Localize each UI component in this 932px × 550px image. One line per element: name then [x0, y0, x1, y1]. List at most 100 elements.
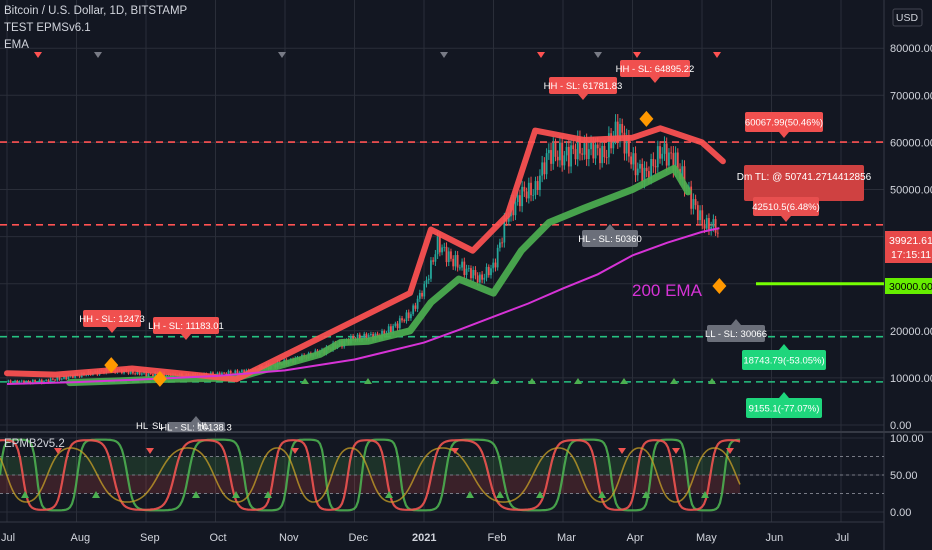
- osc-axis-tick: 50.00: [890, 470, 918, 482]
- candle-body: [601, 145, 604, 164]
- candle-body: [63, 376, 65, 379]
- signal-arrow-down: [633, 52, 641, 58]
- candle-body: [40, 379, 43, 384]
- candle-body: [58, 376, 61, 380]
- currency-box: [892, 8, 923, 27]
- candle-body: [516, 195, 519, 202]
- svg-text:9155.1(-77.07%): 9155.1(-77.07%): [749, 404, 820, 415]
- signal-arrow-down: [34, 52, 42, 58]
- candle-body: [60, 378, 63, 380]
- sub-pane-title[interactable]: EPMB2v5.2: [4, 438, 65, 450]
- time-axis-tick: Oct: [210, 532, 227, 544]
- level-label-9155: 9155.1(-77.07%): [746, 392, 822, 418]
- candle-body: [654, 166, 657, 168]
- candle-body: [585, 140, 588, 160]
- diamond-marker: [104, 357, 119, 374]
- candle-body: [527, 182, 530, 199]
- candle-body: [129, 370, 132, 374]
- candle-body: [454, 255, 457, 267]
- candle-body: [478, 274, 481, 283]
- candle-body: [503, 217, 506, 243]
- candle-body: [243, 370, 246, 374]
- green-trailing-band: [66, 164, 692, 387]
- candle-body: [127, 371, 130, 374]
- candle-body: [634, 153, 637, 176]
- candle-body: [152, 373, 154, 377]
- candle-body: [163, 372, 165, 377]
- signal-arrow-down: [94, 52, 102, 58]
- candle-body: [579, 137, 581, 154]
- candle-body: [536, 181, 539, 191]
- candle-body: [605, 157, 608, 158]
- candle-body: [716, 232, 719, 234]
- candle-body: [390, 326, 392, 333]
- candle-body: [487, 266, 490, 276]
- candle-body: [154, 372, 157, 377]
- osc-lower-zone: [0, 475, 740, 494]
- symbol-title[interactable]: Bitcoin / U.S. Dollar, 1D, BITSTAMP: [4, 5, 188, 17]
- candle-body: [356, 334, 359, 341]
- candle-body: [616, 121, 619, 142]
- candle-body: [594, 144, 597, 159]
- candle-body: [583, 140, 586, 155]
- candle-body: [27, 380, 30, 382]
- osc-arrow-up: [232, 491, 240, 498]
- candle-body: [234, 370, 237, 374]
- candle-body: [650, 159, 653, 180]
- candle-body: [485, 266, 488, 278]
- candle-body: [552, 143, 555, 164]
- osc-arrow-up: [21, 491, 29, 498]
- candle-body: [476, 275, 479, 283]
- candle-body: [563, 155, 566, 166]
- candle-body: [492, 262, 495, 269]
- candle-body: [541, 162, 544, 176]
- candle-body: [229, 370, 232, 374]
- candle-body: [545, 153, 548, 175]
- candle-body: [363, 333, 366, 339]
- dm-trendline-label: Dm TL: @ 50741.2714412856: [737, 172, 872, 183]
- candle-body: [401, 318, 403, 321]
- tag-ll-30066: LL - SL: 30066: [705, 319, 767, 342]
- candle-body: [445, 246, 448, 263]
- candle-body: [590, 141, 592, 150]
- candle-body: [645, 167, 648, 172]
- candle-body: [398, 318, 401, 329]
- candle-body: [434, 254, 437, 262]
- osc-arrow-down: [672, 448, 680, 454]
- candle-body: [470, 268, 472, 279]
- candle-body: [472, 270, 475, 279]
- candle-body: [149, 373, 152, 375]
- indicator-legend-epms[interactable]: TEST EPMSv6.1: [4, 22, 91, 34]
- candle-body: [696, 205, 699, 221]
- candle-body: [656, 146, 659, 168]
- candle-body: [65, 376, 68, 380]
- candle-body: [18, 381, 21, 384]
- candle-body: [532, 194, 535, 196]
- candle-body: [652, 159, 655, 167]
- candle-body: [612, 136, 615, 149]
- candle-body: [392, 325, 395, 333]
- candle-body: [394, 323, 397, 326]
- osc-arrow-up: [192, 491, 200, 498]
- candle-body: [443, 246, 446, 248]
- candle-body: [405, 312, 408, 322]
- candle-body: [430, 260, 432, 279]
- current-price-box: [885, 231, 932, 263]
- signal-arrow-up: [490, 378, 498, 384]
- diamond-marker: [152, 370, 167, 387]
- svg-text:18743.79(-53.05%): 18743.79(-53.05%): [743, 356, 824, 367]
- indicator-legend-ema[interactable]: EMA: [4, 39, 29, 51]
- candle-body: [496, 247, 499, 268]
- candle-body: [441, 247, 443, 253]
- candle-body: [643, 167, 646, 182]
- candle-body: [145, 372, 148, 377]
- osc-axis-tick: 0.00: [890, 507, 911, 519]
- price-axis-tick: 60000.00: [890, 137, 932, 149]
- candle-body: [512, 200, 515, 216]
- candle-body: [607, 133, 610, 158]
- candle-body: [383, 331, 386, 336]
- candle-body: [138, 371, 141, 375]
- candle-body: [514, 201, 517, 216]
- candle-body: [31, 379, 34, 384]
